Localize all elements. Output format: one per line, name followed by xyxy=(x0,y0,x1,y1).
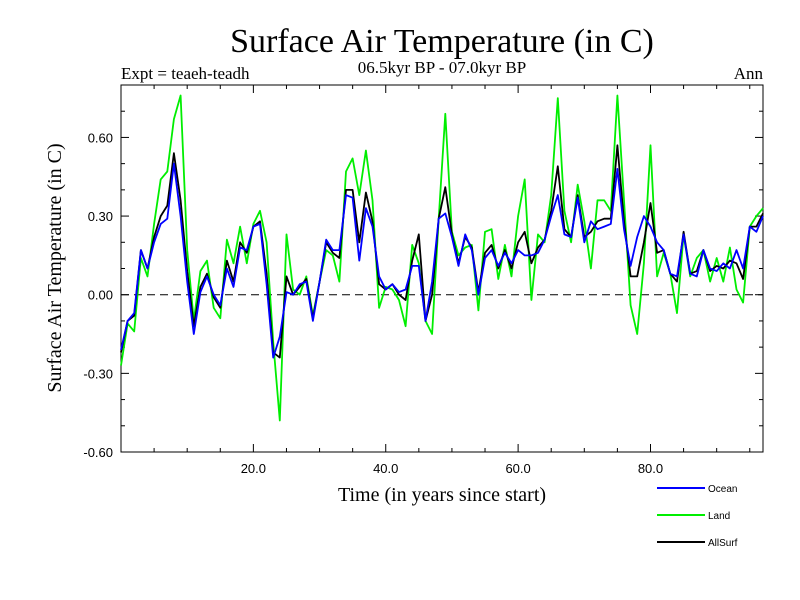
x-axis-label: Time (in years since start) xyxy=(338,484,546,506)
x-axis: 20.0 40.0 60.0 80.0 xyxy=(120,85,751,476)
x-tick-label: 80.0 xyxy=(638,461,663,476)
legend: Ocean Land AllSurf xyxy=(657,484,738,549)
y-tick-label: -0.30 xyxy=(83,366,113,381)
plot-frame xyxy=(120,84,764,453)
series-group xyxy=(120,94,764,422)
x-tick-label: 40.0 xyxy=(373,461,398,476)
period-label: 06.5kyr BP - 07.0kyr BP xyxy=(358,58,526,77)
y-tick-label: 0.30 xyxy=(88,209,113,224)
x-tick-label: 60.0 xyxy=(505,461,530,476)
series-line-ocean xyxy=(120,162,764,359)
y-axis: -0.60 -0.30 0.00 0.30 0.60 xyxy=(83,84,763,460)
x-tick-label: 20.0 xyxy=(241,461,266,476)
legend-label-land: Land xyxy=(708,511,730,522)
season-label: Ann xyxy=(734,64,764,83)
experiment-label: Expt = teaeh-teadh xyxy=(121,64,250,83)
series-line-allsurf xyxy=(120,144,764,359)
legend-label-ocean: Ocean xyxy=(708,484,737,495)
y-tick-label: 0.60 xyxy=(88,130,113,145)
legend-label-allsurf: AllSurf xyxy=(708,538,738,549)
y-tick-label: -0.60 xyxy=(83,445,113,460)
series-line-land xyxy=(120,94,764,422)
chart-title: Surface Air Temperature (in C) xyxy=(230,23,654,60)
y-tick-label: 0.00 xyxy=(88,288,113,303)
y-axis-label: Surface Air Temperature (in C) xyxy=(44,143,66,392)
